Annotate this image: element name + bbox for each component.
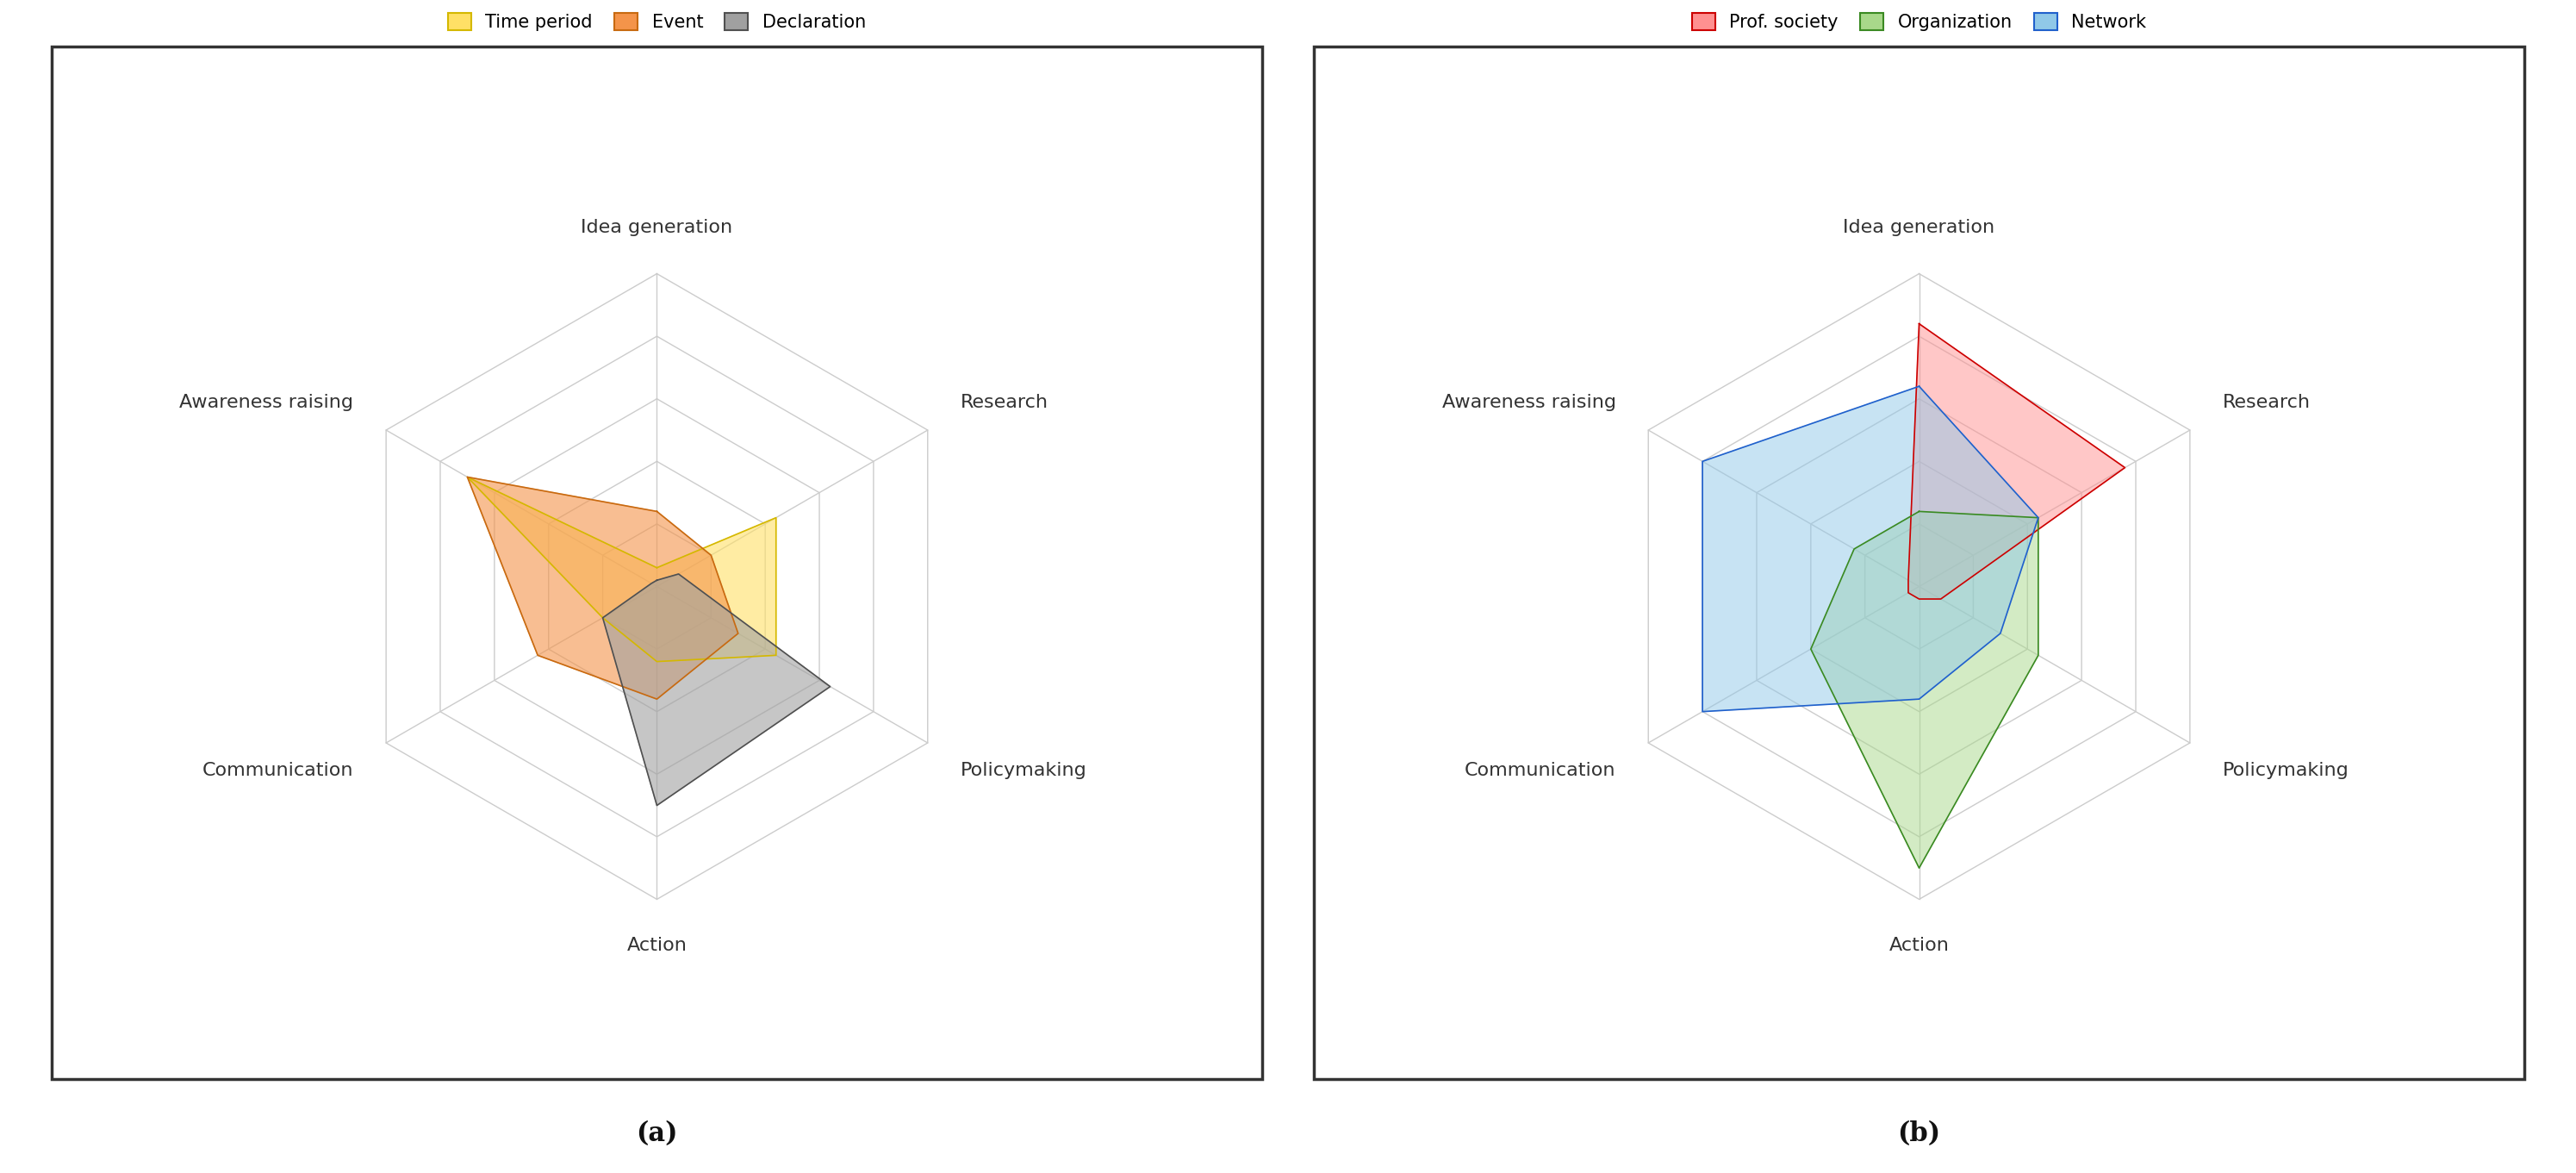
- Text: Idea generation: Idea generation: [582, 219, 732, 236]
- Text: Communication: Communication: [1466, 761, 1615, 779]
- Text: Policymaking: Policymaking: [961, 761, 1087, 779]
- Text: Action: Action: [1888, 937, 1950, 954]
- Polygon shape: [466, 477, 739, 699]
- Text: Awareness raising: Awareness raising: [180, 394, 353, 412]
- Text: Research: Research: [961, 394, 1048, 412]
- Text: Policymaking: Policymaking: [2223, 761, 2349, 779]
- Polygon shape: [603, 574, 829, 806]
- Legend: Time period, Event, Declaration: Time period, Event, Declaration: [438, 5, 876, 40]
- Text: Idea generation: Idea generation: [1844, 219, 1994, 236]
- Polygon shape: [1703, 386, 2038, 712]
- Text: (a): (a): [636, 1120, 677, 1147]
- Text: Communication: Communication: [204, 761, 353, 779]
- Text: Awareness raising: Awareness raising: [1443, 394, 1615, 412]
- Text: Action: Action: [626, 937, 688, 954]
- Text: (b): (b): [1899, 1120, 1940, 1147]
- Text: Research: Research: [2223, 394, 2311, 412]
- Polygon shape: [466, 477, 775, 662]
- Polygon shape: [1909, 324, 2125, 599]
- Legend: Prof. society, Organization, Network: Prof. society, Organization, Network: [1682, 5, 2156, 40]
- Polygon shape: [1811, 511, 2038, 868]
